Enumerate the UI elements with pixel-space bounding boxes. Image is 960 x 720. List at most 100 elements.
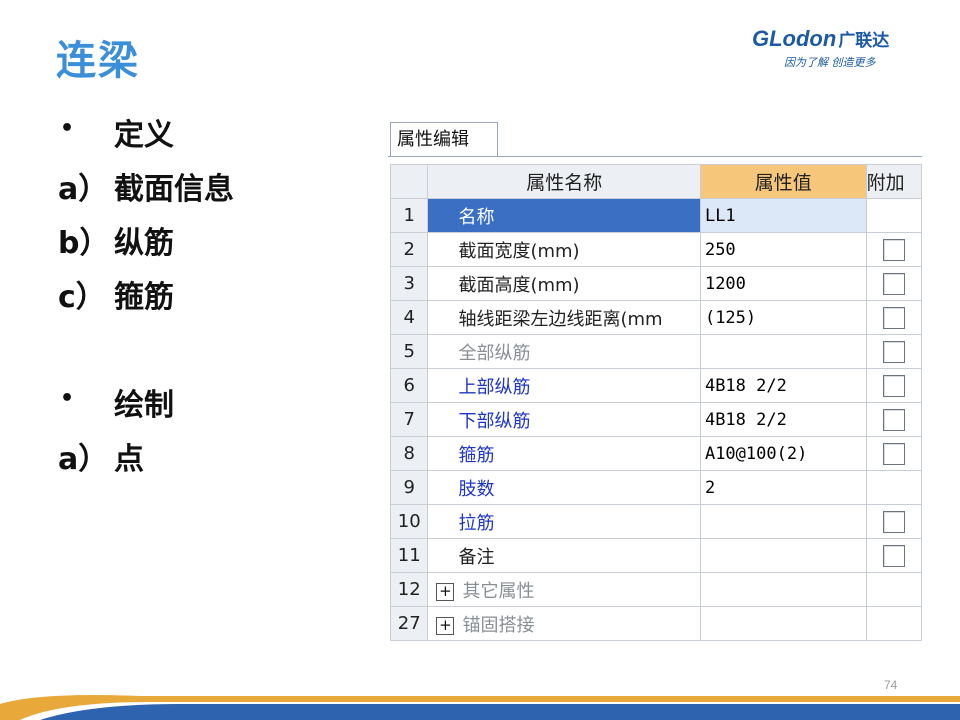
expand-plus-icon[interactable]: +: [436, 582, 455, 601]
property-value[interactable]: (125): [699, 300, 867, 335]
table-row[interactable]: 9 肢数 2: [389, 470, 922, 505]
bullet-marker: a）: [58, 442, 109, 477]
bullet-marker: b）: [58, 226, 110, 261]
table-row[interactable]: 2 截面宽度(mm) 250: [389, 232, 922, 267]
bullet-text: 截面信息: [114, 172, 234, 207]
extra-checkbox[interactable]: [882, 442, 905, 465]
footer-stripe-blue: [40, 704, 960, 720]
row-number: 12: [389, 572, 429, 607]
extra-cell: [865, 470, 922, 505]
property-name: 上部纵筋: [427, 368, 701, 403]
bullet-text: 纵筋: [114, 226, 174, 261]
extra-cell: [865, 300, 922, 335]
row-number: 8: [389, 436, 429, 471]
logo-brand: GLodon 广联达: [752, 26, 889, 52]
property-value[interactable]: 4B18 2/2: [699, 402, 867, 437]
property-value[interactable]: [699, 606, 867, 641]
bullet-text: 箍筋: [114, 280, 174, 315]
row-number: 10: [389, 504, 429, 539]
property-grid: 属性名称 属性值 附加 1 名称 LL1 2 截面宽度(mm) 250 3 截面…: [389, 164, 922, 641]
extra-cell: [865, 266, 922, 301]
extra-cell: [865, 402, 922, 437]
property-value[interactable]: [699, 572, 867, 607]
property-value[interactable]: [699, 538, 867, 573]
row-number: 4: [389, 300, 429, 335]
bullet-marker: c）: [58, 280, 106, 315]
property-name: 全部纵筋: [427, 334, 701, 369]
table-row[interactable]: 5 全部纵筋: [389, 334, 922, 369]
page-number: 74: [884, 678, 898, 692]
property-value[interactable]: LL1: [699, 198, 867, 233]
row-number: 6: [389, 368, 429, 403]
extra-checkbox[interactable]: [882, 544, 905, 567]
bullet-marker: •: [60, 116, 75, 141]
property-name: + 其它属性: [427, 572, 701, 607]
property-value[interactable]: 2: [699, 470, 867, 505]
property-name: 肢数: [427, 470, 701, 505]
bullet-marker: •: [60, 386, 75, 411]
column-header-name[interactable]: 属性名称: [427, 164, 701, 199]
property-name: 箍筋: [427, 436, 701, 471]
property-value[interactable]: 1200: [699, 266, 867, 301]
bullet-marker: a）: [58, 172, 109, 207]
extra-cell: [865, 572, 922, 607]
property-name: 下部纵筋: [427, 402, 701, 437]
row-number: 2: [389, 232, 429, 267]
column-header-extra[interactable]: 附加: [865, 164, 922, 199]
table-row[interactable]: 1 名称 LL1: [389, 198, 922, 233]
property-group-label: 其它属性: [462, 580, 535, 602]
table-row[interactable]: 3 截面高度(mm) 1200: [389, 266, 922, 301]
extra-checkbox[interactable]: [882, 510, 905, 533]
property-group-label: 锚固搭接: [462, 614, 535, 636]
row-number: 9: [389, 470, 429, 505]
property-name: 截面高度(mm): [427, 266, 701, 301]
expand-plus-icon[interactable]: +: [436, 616, 455, 635]
bullet-text: 定义: [114, 118, 174, 153]
table-row[interactable]: 10 拉筋: [389, 504, 922, 539]
extra-cell: [865, 538, 922, 573]
table-row[interactable]: 27 + 锚固搭接: [389, 606, 922, 641]
table-row[interactable]: 6 上部纵筋 4B18 2/2: [389, 368, 922, 403]
row-number: 3: [389, 266, 429, 301]
property-value[interactable]: 4B18 2/2: [699, 368, 867, 403]
bullet-text: 绘制: [114, 388, 174, 423]
extra-cell: [865, 436, 922, 471]
logo-brand-cn: 广联达: [838, 31, 890, 50]
bullet-text: 点: [114, 442, 144, 477]
extra-cell: [865, 504, 922, 539]
column-header-value[interactable]: 属性值: [699, 164, 867, 199]
extra-checkbox[interactable]: [882, 408, 905, 431]
extra-checkbox[interactable]: [882, 340, 905, 363]
property-name: 名称: [427, 198, 701, 233]
property-name: 截面宽度(mm): [427, 232, 701, 267]
extra-checkbox[interactable]: [882, 306, 905, 329]
extra-checkbox[interactable]: [882, 272, 905, 295]
slide-title: 连梁: [56, 38, 140, 84]
row-number: 27: [389, 606, 429, 641]
glodon-logo: GLodon 广联达 因为了解 创造更多: [752, 26, 932, 74]
table-row[interactable]: 12 + 其它属性: [389, 572, 922, 607]
extra-cell: [865, 198, 922, 233]
tab-bar: 属性编辑: [388, 120, 922, 157]
table-row[interactable]: 8 箍筋 A10@100(2): [389, 436, 922, 471]
extra-cell: [865, 334, 922, 369]
corner-cell: [389, 164, 429, 199]
table-row[interactable]: 4 轴线距梁左边线距离(mm (125): [389, 300, 922, 335]
property-value[interactable]: 250: [699, 232, 867, 267]
footer-stripe-orange: [0, 695, 960, 720]
property-value[interactable]: [699, 334, 867, 369]
property-name: 轴线距梁左边线距离(mm: [427, 300, 701, 335]
tab-property-edit[interactable]: 属性编辑: [390, 122, 498, 156]
extra-checkbox[interactable]: [882, 238, 905, 261]
row-number: 5: [389, 334, 429, 369]
table-row[interactable]: 11 备注: [389, 538, 922, 573]
row-number: 1: [389, 198, 429, 233]
extra-cell: [865, 368, 922, 403]
extra-checkbox[interactable]: [882, 374, 905, 397]
property-name: + 锚固搭接: [427, 606, 701, 641]
property-value[interactable]: [699, 504, 867, 539]
property-editor-panel: 属性编辑 属性名称 属性值 附加 1 名称 LL1 2 截面宽度(mm): [388, 120, 922, 654]
table-row[interactable]: 7 下部纵筋 4B18 2/2: [389, 402, 922, 437]
property-name: 备注: [427, 538, 701, 573]
property-value[interactable]: A10@100(2): [699, 436, 867, 471]
